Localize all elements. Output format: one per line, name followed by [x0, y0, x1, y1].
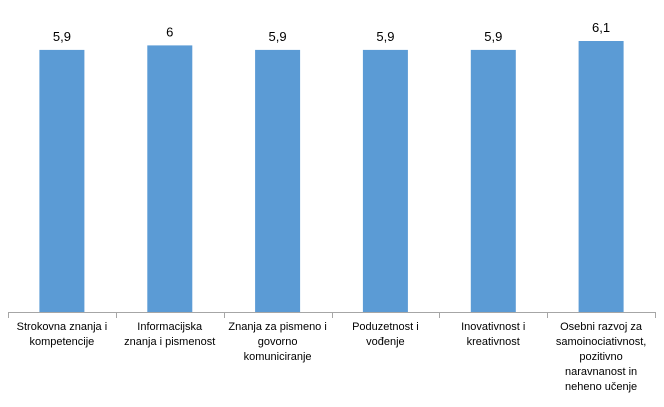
data-label-4: 5,9 — [376, 29, 394, 44]
category-label-3: Znanja za pismeno i govorno komuniciranj… — [228, 321, 327, 363]
bar-3 — [255, 49, 301, 313]
data-label-6: 6,1 — [592, 20, 610, 35]
category-label-6: Osebni razvoj za samoinociativnost, pozi… — [555, 321, 647, 393]
bar-4 — [362, 49, 408, 313]
bar-5 — [470, 49, 516, 313]
bar-6 — [578, 41, 624, 312]
category-label-2: Informacijska znanja i pismenost — [124, 321, 216, 348]
bar-2 — [147, 45, 193, 313]
category-label-4: Poduzetnost i vođenje — [352, 321, 419, 348]
bar-1 — [39, 49, 85, 313]
data-label-3: 5,9 — [269, 29, 287, 44]
category-label-5: Inovativnost i kreativnost — [461, 321, 526, 348]
data-label-5: 5,9 — [484, 29, 502, 44]
data-label-2: 6 — [166, 24, 173, 39]
data-label-1: 5,9 — [53, 29, 71, 44]
category-label-1: Strokovna znanja i kompetencije — [16, 321, 108, 348]
